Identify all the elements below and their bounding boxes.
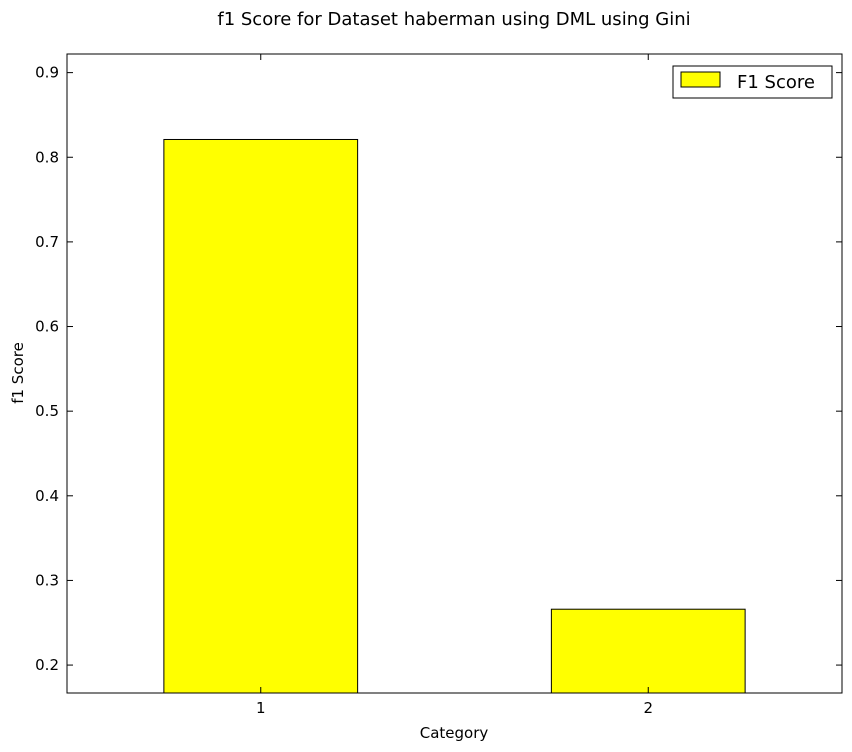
y-tick-label: 0.7 — [35, 233, 59, 251]
plot-frame — [66, 53, 843, 694]
y-tick-label: 0.9 — [35, 64, 59, 82]
legend-swatch — [680, 71, 721, 88]
chart-title: f1 Score for Dataset haberman using DML … — [217, 9, 690, 30]
y-tick-label: 0.5 — [35, 402, 59, 420]
bar-2 — [550, 608, 746, 694]
bar-1 — [163, 138, 359, 694]
bars-group — [163, 138, 746, 694]
y-tick-label: 0.3 — [35, 571, 59, 589]
y-tick-label: 0.2 — [35, 656, 59, 674]
y-tick-label: 0.4 — [35, 487, 59, 505]
x-tick-label-1: 1 — [256, 699, 266, 717]
y-axis: 0.2 0.3 0.4 0.5 0.6 0.7 0.8 0.9 — [35, 64, 842, 674]
x-axis-label: Category — [420, 724, 489, 742]
y-axis-label: f1 Score — [9, 342, 27, 404]
x-tick-label-2: 2 — [643, 699, 653, 717]
legend-label: F1 Score — [737, 72, 815, 93]
y-tick-label: 0.6 — [35, 318, 59, 336]
y-tick-label: 0.8 — [35, 148, 59, 166]
legend: F1 Score — [672, 65, 833, 99]
